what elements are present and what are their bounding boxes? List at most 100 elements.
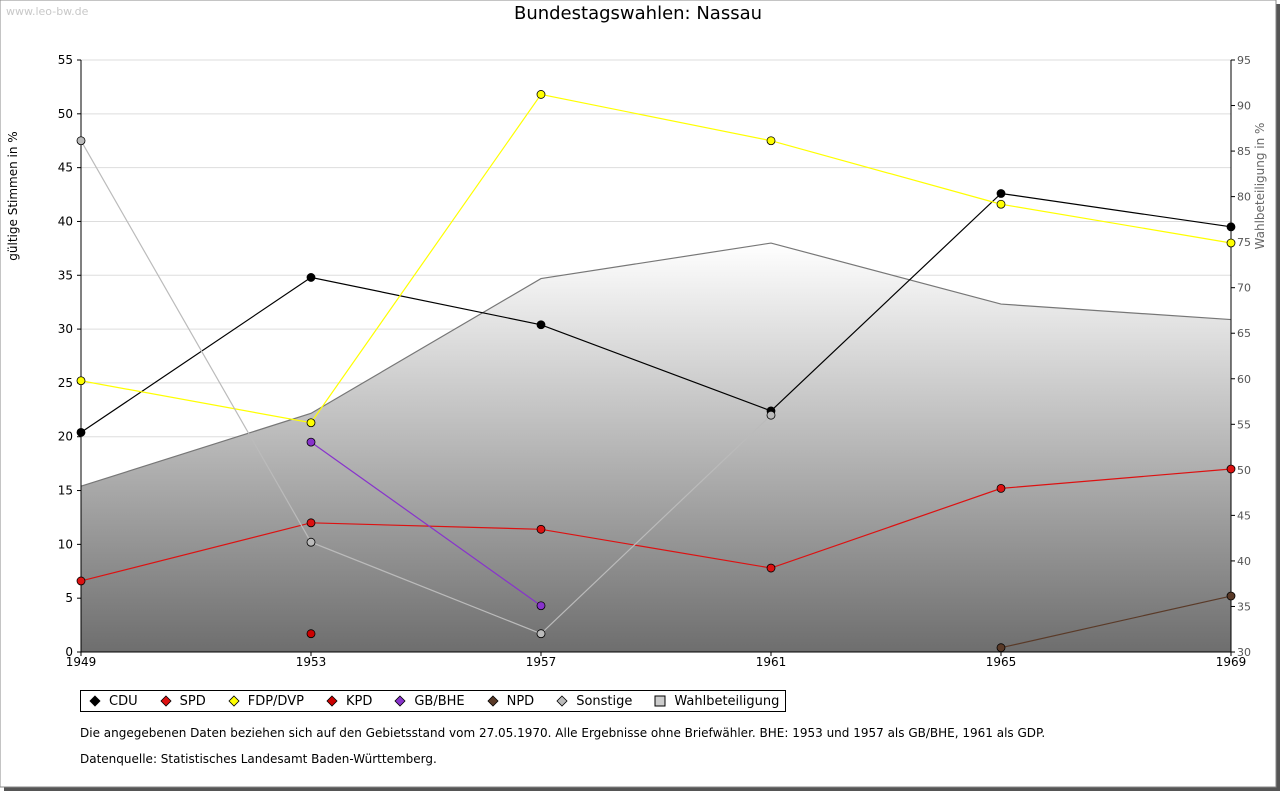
legend-marker-npd [487, 695, 499, 707]
y-tick-label: 45 [58, 161, 73, 175]
data-point-spd [76, 576, 86, 586]
x-tick-label: 1949 [66, 655, 97, 669]
legend: CDU SPD FDP/DVP KPD GB/BHE NPD Sonstige Wahlbet… [80, 690, 787, 712]
series-line-cdu [80, 192, 1232, 433]
y2-tick-label: 45 [1237, 509, 1251, 522]
data-point-cdu [536, 320, 546, 330]
legend-swatch [326, 695, 338, 707]
turnout-line [80, 242, 1232, 487]
y-tick-label: 40 [58, 214, 73, 228]
data-point-npd [996, 643, 1006, 653]
data-point-spd [306, 518, 316, 528]
legend-swatch [556, 695, 568, 707]
y2-tick-label: 95 [1237, 54, 1251, 67]
legend-marker-fdp-dvp [228, 695, 240, 707]
series-line-fdp-dvp [80, 93, 1232, 424]
y-tick-label: 50 [58, 107, 73, 121]
footnote: Die angegebenen Daten beziehen sich auf … [80, 726, 1046, 740]
legend-swatch [654, 695, 666, 707]
legend-marker-sonstige [556, 695, 568, 707]
legend-swatch [89, 695, 101, 707]
series-markers [76, 90, 1236, 653]
legend-marker-spd [160, 695, 172, 707]
data-point-cdu [996, 189, 1006, 198]
data-point-spd [536, 524, 546, 534]
legend-item-kpd: KPD [326, 694, 372, 709]
data-point-npd [1226, 591, 1236, 601]
legend-item-spd: SPD [160, 694, 206, 709]
y-tick-label: 30 [58, 322, 73, 336]
y2-axis-title: Wahlbeteiligung in % [1253, 123, 1267, 250]
y2-tick-label: 30 [1237, 646, 1251, 659]
x-tick-label: 1961 [756, 655, 787, 669]
y2-tick-label: 75 [1237, 236, 1251, 249]
data-point-fdp-dvp [1226, 238, 1236, 248]
y2-tick-label: 65 [1237, 327, 1251, 340]
y-tick-label: 10 [58, 537, 73, 551]
series-line-gb-bhe [310, 441, 542, 607]
x-tick-label: 1953 [296, 655, 327, 669]
data-point-fdp-dvp [536, 90, 546, 99]
y2-tick-label: 55 [1237, 418, 1251, 431]
y-tick-label: 35 [58, 268, 73, 282]
y-tick-label: 0 [65, 645, 73, 659]
x-tick-label: 1965 [986, 655, 1017, 669]
data-point-cdu [306, 273, 316, 282]
y2-tick-label: 35 [1237, 600, 1251, 613]
legend-label: Sonstige [576, 693, 633, 709]
data-point-spd [996, 483, 1006, 493]
legend-label: GB/BHE [414, 693, 465, 709]
y2-tick-label: 70 [1237, 282, 1251, 295]
x-tick-label: 1957 [526, 655, 557, 669]
data-point-sonstige [76, 136, 86, 146]
legend-marker-kpd [326, 695, 338, 707]
series-line-sonstige [80, 140, 772, 635]
legend-item-gb-bhe: GB/BHE [394, 693, 465, 709]
data-point-gb-bhe [536, 601, 546, 611]
legend-marker-wahlbeteiligung [654, 695, 666, 707]
y-tick-label: 55 [58, 53, 73, 67]
data-point-sonstige [306, 537, 316, 547]
y-tick-label: 20 [58, 430, 73, 444]
y-tick-label: 5 [65, 591, 73, 605]
data-point-spd [1226, 464, 1236, 474]
legend-item-wahlbeteiligung: Wahlbeteiligung [654, 694, 779, 709]
y-axis-title: gültige Stimmen in % [6, 131, 20, 260]
data-point-sonstige [536, 629, 546, 639]
legend-label: Wahlbeteiligung [674, 693, 780, 709]
data-point-kpd [306, 629, 316, 639]
data-point-fdp-dvp [996, 199, 1006, 209]
legend-label: SPD [179, 693, 206, 709]
source-note: Datenquelle: Statistisches Landesamt Bad… [80, 752, 437, 766]
series-lines [80, 93, 1232, 649]
y-tick-label: 15 [58, 484, 73, 498]
legend-item-npd: NPD [487, 694, 534, 709]
data-point-cdu [1226, 222, 1236, 232]
y2-tick-label: 85 [1237, 145, 1251, 158]
legend-swatch [394, 695, 406, 707]
legend-marker-gb-bhe [394, 695, 406, 707]
legend-item-cdu: CDU [89, 694, 138, 709]
y2-tick-label: 50 [1237, 464, 1251, 477]
y2-tick-label: 40 [1237, 555, 1251, 568]
data-point-cdu [76, 428, 86, 437]
series-line-npd [1000, 595, 1232, 649]
axes: 0 5 10 15 20 25 30 35 40 45 50 55 30 35 40 45 50 55 60 65 70… [6, 53, 1267, 669]
legend-swatch [160, 695, 172, 707]
data-point-sonstige [766, 410, 776, 420]
legend-item-sonstige: Sonstige [556, 694, 632, 709]
legend-item-fdp-dvp: FDP/DVP [228, 694, 304, 709]
legend-label: KPD [345, 693, 373, 709]
chart-title: Bundestagswahlen: Nassau [513, 3, 763, 24]
data-point-fdp-dvp [766, 136, 776, 146]
data-point-spd [766, 563, 776, 573]
x-tick-label: 1969 [1216, 655, 1247, 669]
data-point-fdp-dvp [306, 418, 316, 428]
y-tick-label: 25 [58, 376, 73, 390]
legend-marker-cdu [89, 695, 101, 707]
legend-label: FDP/DVP [247, 693, 304, 709]
y2-tick-label: 90 [1237, 100, 1251, 113]
legend-swatch [228, 695, 240, 707]
